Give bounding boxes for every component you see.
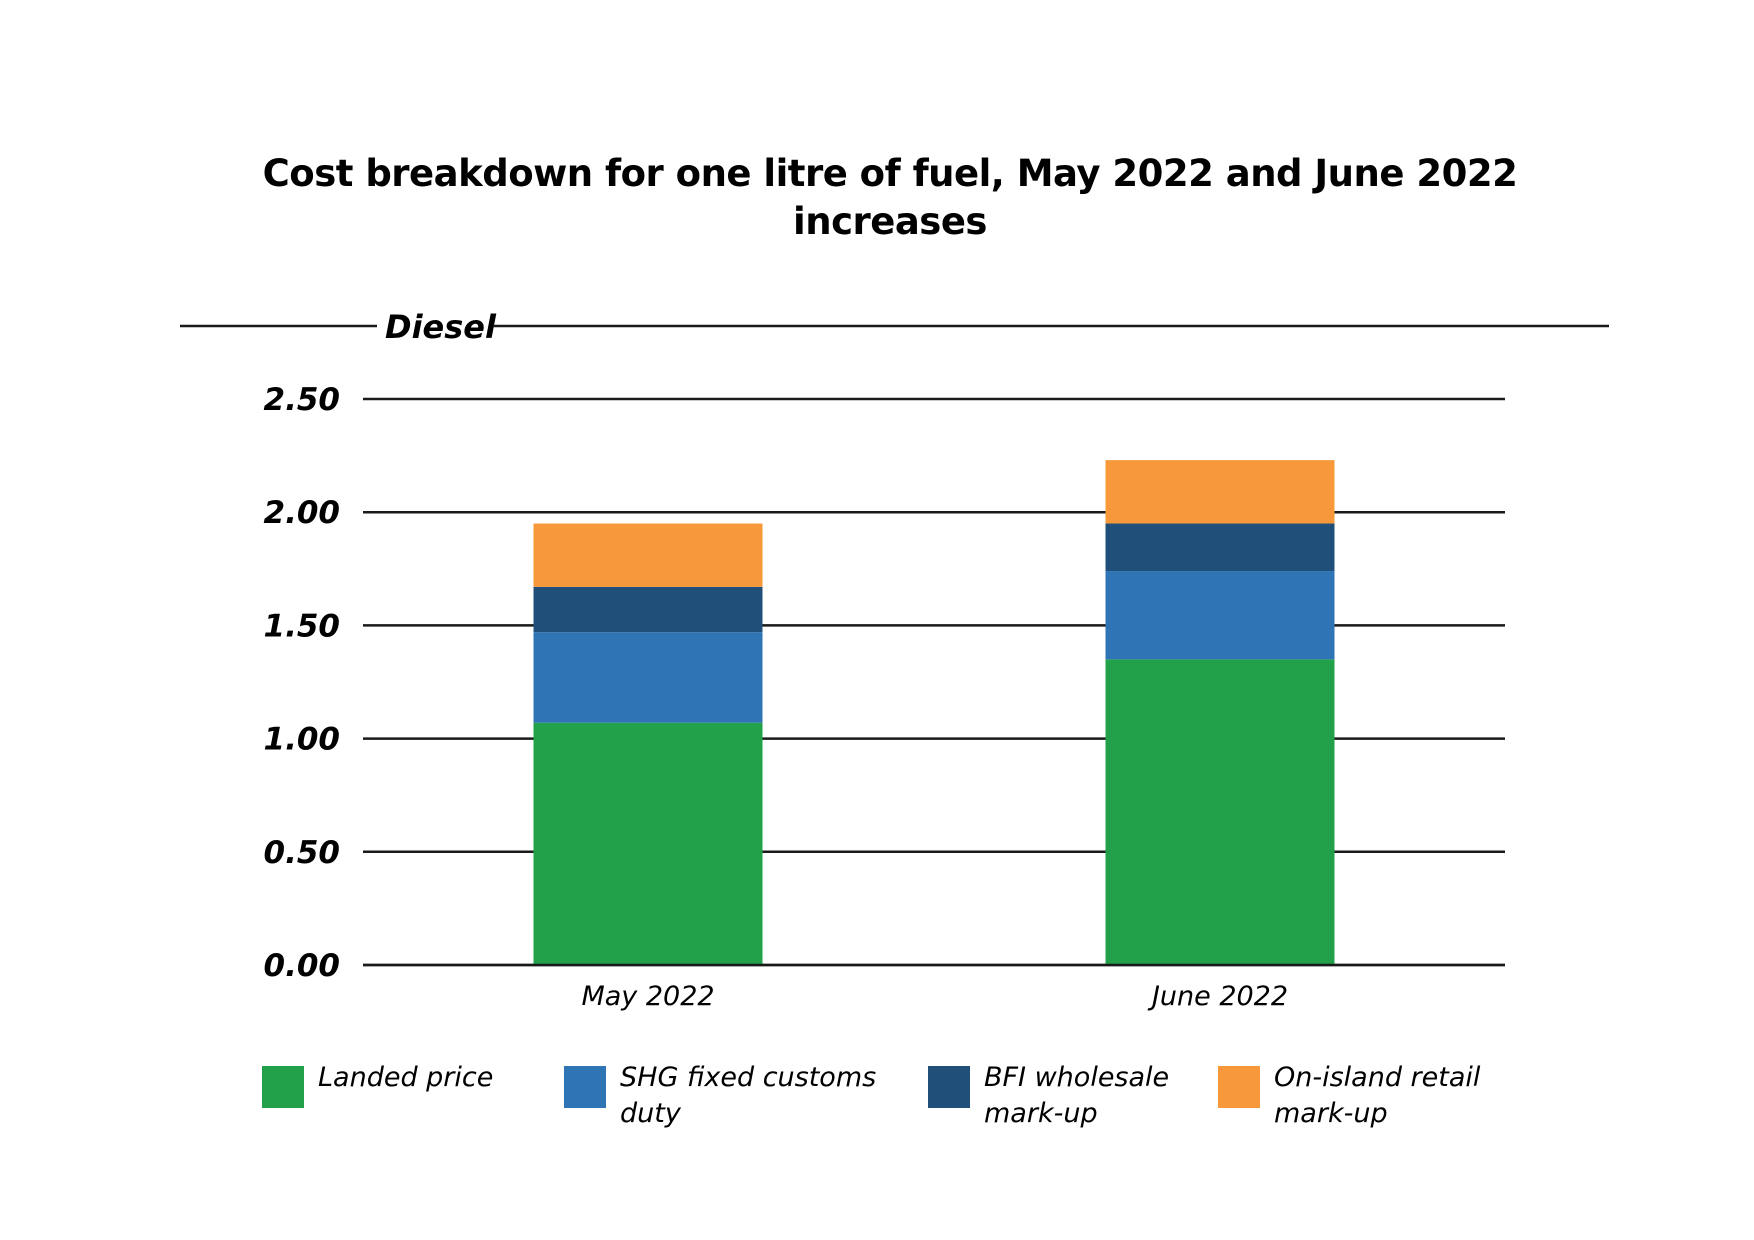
panel-label: Diesel [385, 308, 497, 346]
bar-stack [1105, 460, 1335, 965]
legend: Landed price SHG fixed customs duty BFI … [262, 1060, 1562, 1140]
bar-segment-on-island-retail-mark-up [1105, 460, 1335, 524]
bar-stack [533, 523, 763, 965]
bar-segment-bfi-wholesale-mark-up [1105, 523, 1335, 572]
legend-label: SHG fixed customs duty [620, 1062, 877, 1129]
legend-label: Landed price [318, 1062, 494, 1093]
chart-title: Cost breakdown for one litre of fuel, Ma… [0, 150, 1754, 246]
chart-title-line-1: Cost breakdown for one litre of fuel, Ma… [262, 152, 1518, 195]
bar-segment-shg-fixed-customs-duty [1105, 571, 1335, 660]
legend-label: On-island retail mark-up [1274, 1062, 1481, 1129]
x-category-label: May 2022 [581, 981, 714, 1012]
legend-swatch-on-island-retail [1218, 1066, 1260, 1108]
legend-swatch-bfi-wholesale [928, 1066, 970, 1108]
bar-segment-on-island-retail-mark-up [533, 523, 763, 587]
y-tick-label: 0.50 [264, 835, 341, 871]
bar-segment-bfi-wholesale-mark-up [533, 586, 763, 633]
bars [363, 460, 1505, 967]
legend-item-landed-price: Landed price [262, 1060, 578, 1108]
y-tick-label: 1.00 [264, 722, 341, 758]
bar-segment-landed-price [533, 722, 763, 965]
legend-swatch-shg-customs-duty [564, 1066, 606, 1108]
x-category-label: June 2022 [1147, 981, 1288, 1012]
chart-title-line-2: increases [793, 200, 987, 243]
legend-item-on-island-retail: On-island retail mark-up [1218, 1060, 1504, 1132]
legend-item-shg-customs-duty: SHG fixed customs duty [564, 1060, 880, 1132]
legend-swatch-landed-price [262, 1066, 304, 1108]
y-tick-label: 1.50 [264, 608, 341, 644]
y-tick-label: 0.00 [264, 948, 341, 984]
panel-header: Diesel [180, 308, 1609, 346]
y-tick-label: 2.00 [264, 495, 341, 531]
bar-segment-shg-fixed-customs-duty [533, 632, 763, 723]
legend-item-bfi-wholesale: BFI wholesale mark-up [928, 1060, 1184, 1132]
y-tick-label: 2.50 [264, 382, 341, 418]
legend-label: BFI wholesale mark-up [984, 1062, 1170, 1129]
x-axis-category-labels: May 2022 June 2022 [581, 981, 1288, 1012]
y-axis-tick-labels: 0.00 0.50 1.00 1.50 2.00 2.50 [264, 382, 341, 984]
bar-segment-landed-price [1105, 659, 1335, 965]
